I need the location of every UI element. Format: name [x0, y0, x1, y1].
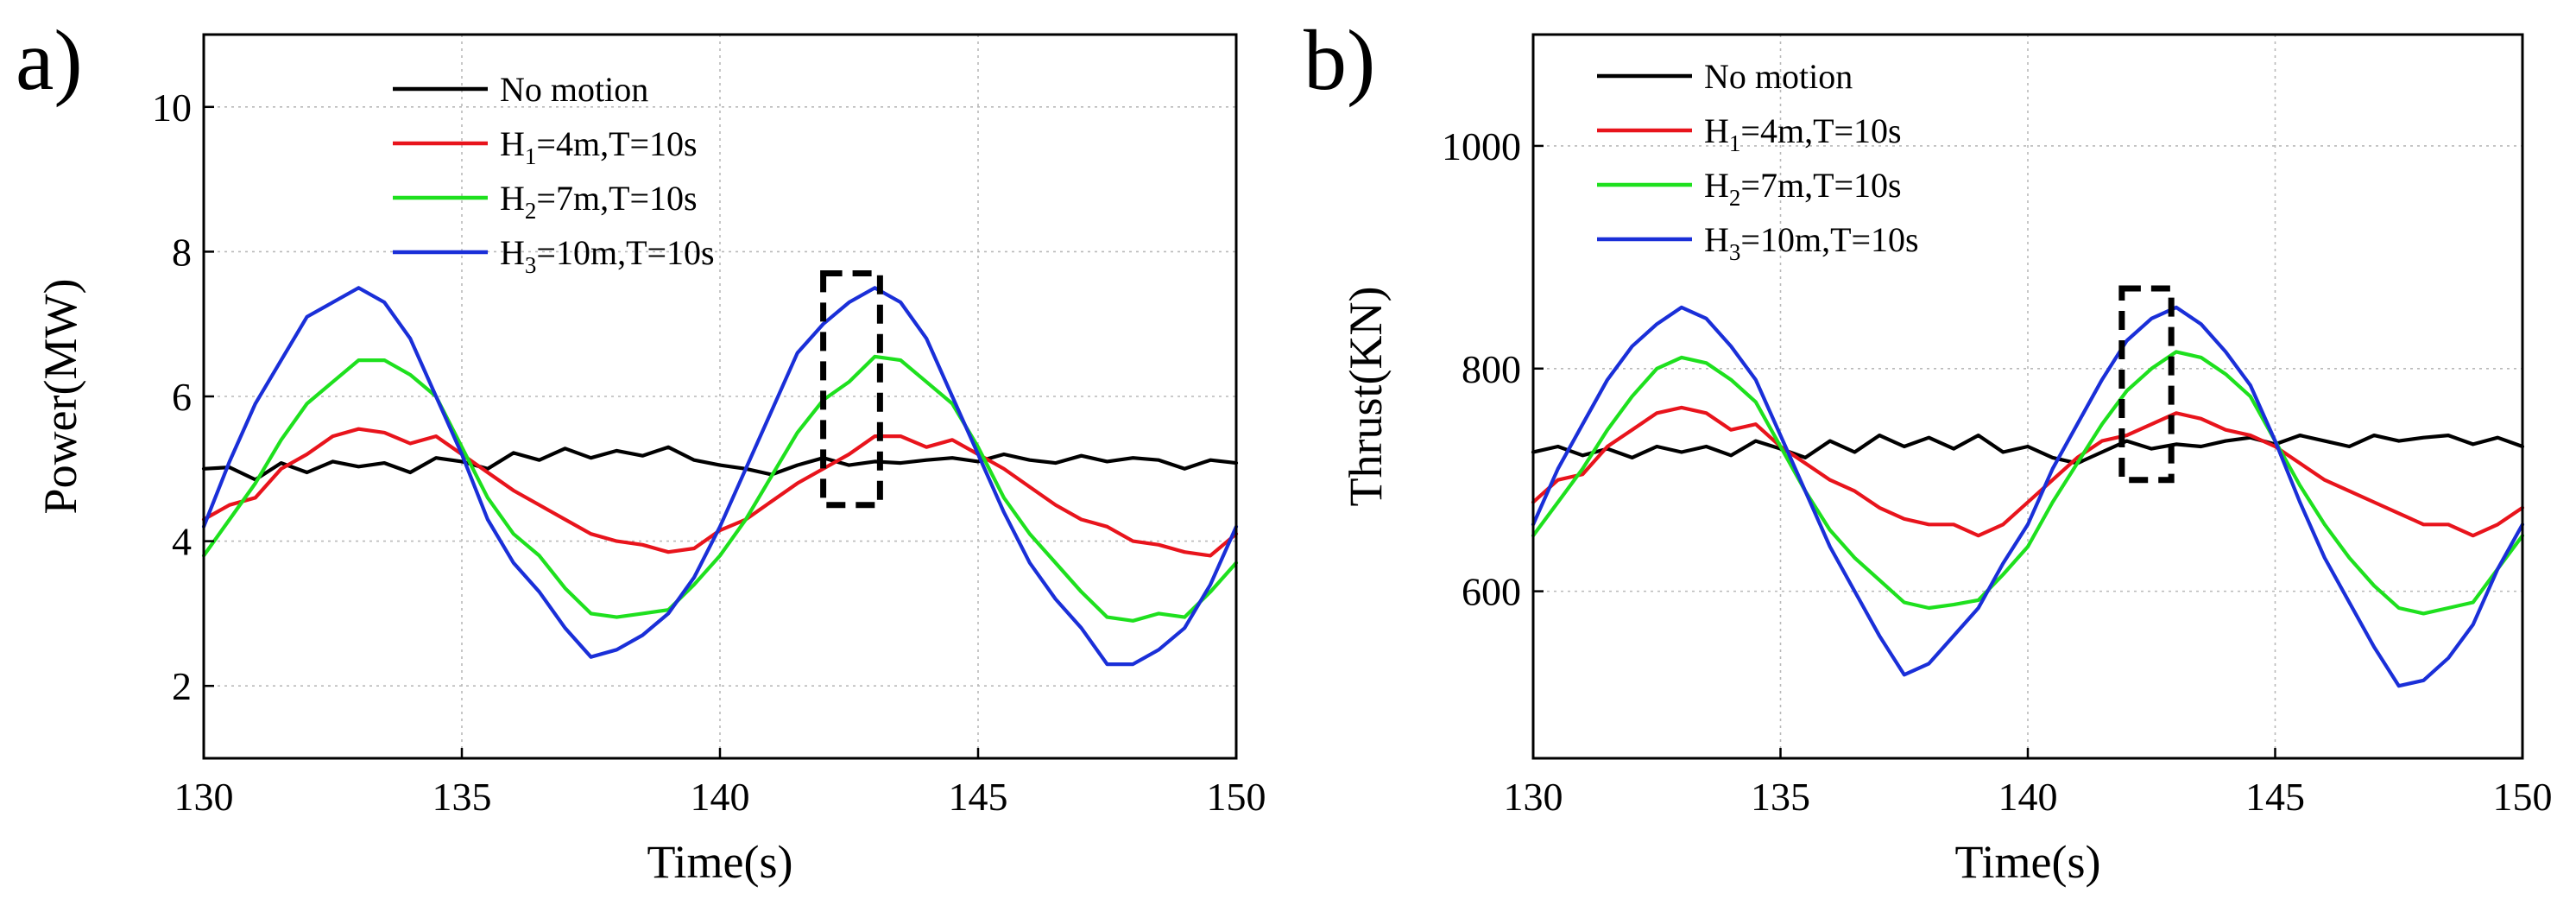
- panel-a-x-tick-label: 130: [174, 775, 234, 819]
- panel-b-x-axis-label: Time(s): [1954, 836, 2100, 888]
- panel-b-series-line-3: [1531, 350, 2525, 616]
- panel-a-y-tick-label: 8: [172, 230, 192, 274]
- panel-b-legend-label-4: H3=10m,T=10s: [1704, 220, 1919, 265]
- panel-b: b) 130 135 140 145 150 600 800 1000 Time(s) Thr…: [1304, 12, 2553, 888]
- panel-b-legend-label-2: H1=4m,T=10s: [1704, 111, 1902, 156]
- panel-b-y-tick-label: 800: [1462, 347, 1521, 391]
- panel-b-x-tick-label: 130: [1504, 775, 1563, 819]
- panel-b-legend-label-1: No motion: [1704, 57, 1853, 96]
- panel-b-series-line-2: [1531, 405, 2525, 538]
- panel-a-y-tick-label: 6: [172, 375, 192, 419]
- panel-b-x-tick-label: 140: [1998, 775, 2058, 819]
- panel-b-legend-label-3: H2=7m,T=10s: [1704, 166, 1902, 211]
- panel-a: a) 130 135 140 145 150 2 4 6 8 10 Time(s) Power(M…: [16, 12, 1266, 888]
- panel-a-y-tick-label: 10: [152, 86, 192, 130]
- panel-a-label: a): [16, 12, 83, 108]
- panel-b-series-line-4: [1531, 305, 2525, 688]
- panel-a-y-tick-label: 4: [172, 520, 192, 564]
- panel-b-highlight-box: [2118, 285, 2175, 484]
- panel-a-x-tick-label: 140: [691, 775, 750, 819]
- panel-b-label: b): [1304, 12, 1375, 108]
- panel-a-legend-label-4: H3=10m,T=10s: [500, 233, 715, 278]
- panel-b-y-tick-label: 600: [1462, 570, 1521, 614]
- panel-b-x-tick-label: 135: [1751, 775, 1810, 819]
- panel-a-x-tick-label: 150: [1207, 775, 1266, 819]
- panel-b-x-tick-label: 150: [2493, 775, 2553, 819]
- panel-b-x-tick-label: 145: [2245, 775, 2305, 819]
- panel-b-legend: No motion H1=4m,T=10s H2=7m,T=10s H3=10m,T=…: [1597, 57, 1919, 265]
- panel-a-series-line-3: [201, 354, 1239, 623]
- panel-a-x-tick-label: 135: [432, 775, 492, 819]
- panel-a-legend-label-3: H2=7m,T=10s: [500, 179, 698, 224]
- panel-b-series-line-1: [1531, 434, 2525, 466]
- panel-b-y-axis-label: Thrust(KN): [1340, 287, 1392, 507]
- panel-a-legend: No motion H1=4m,T=10s H2=7m,T=10s H3=10m,T=…: [393, 70, 715, 278]
- panel-a-x-tick-label: 145: [949, 775, 1008, 819]
- panel-a-series-line-1: [201, 445, 1239, 482]
- panel-a-y-axis-label: Power(MW): [35, 279, 86, 515]
- panel-a-y-tick-label: 2: [172, 664, 192, 708]
- panel-a-series-line-4: [201, 286, 1239, 667]
- panel-a-legend-label-2: H1=4m,T=10s: [500, 124, 698, 169]
- panel-a-legend-label-1: No motion: [500, 70, 648, 109]
- panel-a-x-axis-label: Time(s): [647, 836, 792, 888]
- panel-b-y-tick-label: 1000: [1442, 124, 1521, 168]
